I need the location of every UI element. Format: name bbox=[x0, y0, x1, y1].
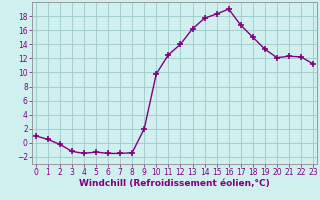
X-axis label: Windchill (Refroidissement éolien,°C): Windchill (Refroidissement éolien,°C) bbox=[79, 179, 270, 188]
